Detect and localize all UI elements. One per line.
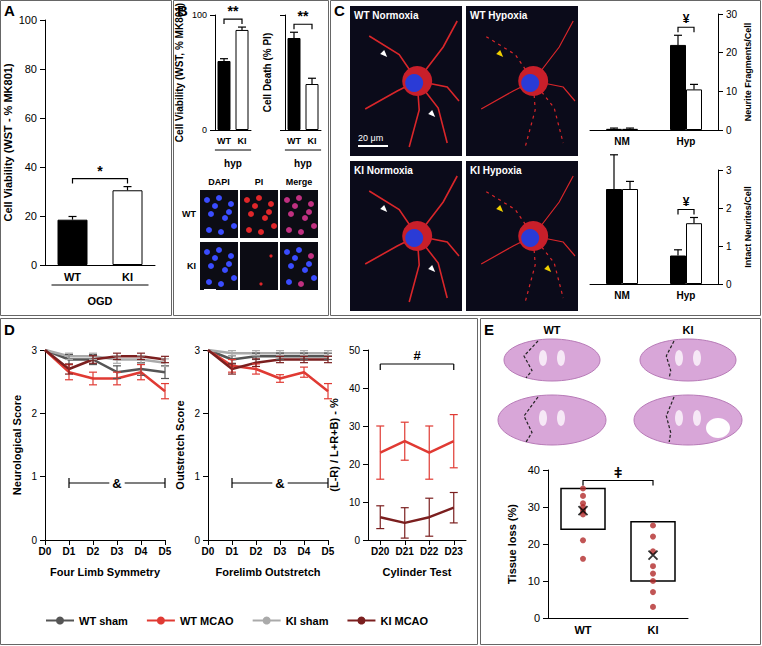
svg-text:C: C: [334, 2, 345, 19]
svg-text:DAPI: DAPI: [208, 177, 230, 187]
svg-text:**: **: [298, 8, 309, 24]
svg-text:WT Normoxia: WT Normoxia: [354, 10, 419, 21]
svg-text:&: &: [112, 476, 121, 491]
svg-text:**: **: [228, 3, 239, 19]
svg-text:PI: PI: [255, 177, 264, 187]
svg-text:*: *: [97, 163, 103, 179]
svg-text:WT Hypoxia: WT Hypoxia: [470, 10, 528, 21]
svg-text:¥: ¥: [683, 195, 690, 209]
svg-text:E: E: [484, 321, 494, 338]
svg-text:KI: KI: [187, 261, 196, 271]
svg-text:KI sham: KI sham: [286, 615, 329, 627]
svg-text:¥: ¥: [683, 12, 690, 26]
svg-text:KI Normoxia: KI Normoxia: [354, 165, 413, 176]
svg-text:Merge: Merge: [286, 177, 313, 187]
svg-text:&: &: [275, 476, 284, 491]
svg-text:20 μm: 20 μm: [358, 133, 383, 143]
svg-text:WT: WT: [543, 324, 560, 336]
svg-text:ǂ: ǂ: [614, 465, 622, 481]
svg-text:D: D: [4, 321, 15, 338]
svg-text:KI MCAO: KI MCAO: [380, 615, 428, 627]
svg-text:WT: WT: [182, 209, 196, 219]
svg-text:KI Hypoxia: KI Hypoxia: [470, 165, 522, 176]
svg-text:WT MCAO: WT MCAO: [180, 615, 234, 627]
svg-text:B: B: [177, 2, 188, 19]
svg-text:#: #: [413, 348, 421, 363]
svg-text:A: A: [4, 2, 15, 19]
svg-text:KI: KI: [683, 324, 694, 336]
svg-text:WT sham: WT sham: [79, 615, 128, 627]
